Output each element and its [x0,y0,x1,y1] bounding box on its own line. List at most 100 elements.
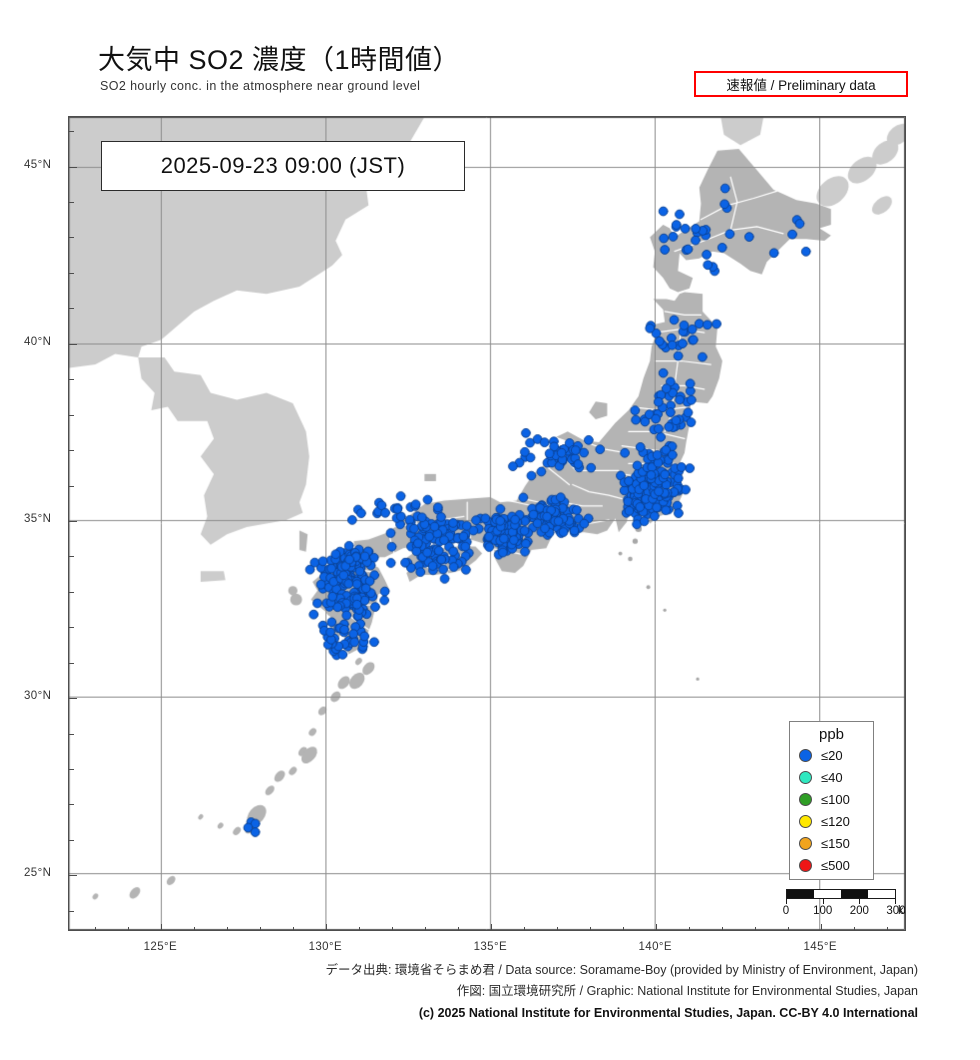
scale-bar-label: 300 [886,905,906,917]
scale-bar-ticks [786,899,896,904]
x-axis-label: 130°E [308,941,343,953]
timestamp-box: 2025-09-23 09:00 (JST) [101,141,465,191]
x-axis-tick [128,927,130,930]
y-axis-tick [69,450,74,452]
legend-row: ≤500 [790,854,873,876]
legend: ppb ≤20 ≤40 ≤100 ≤120 ≤150 ≤500 [789,721,874,880]
x-axis-tick [491,924,493,930]
legend-label: ≤20 [821,747,843,763]
legend-row: ≤40 [790,766,873,788]
y-axis-tick [69,910,74,912]
legend-swatch-0 [799,748,812,762]
scale-bar-unit: km [898,905,905,917]
scale-bar-label: 200 [849,905,869,917]
x-axis-tick [260,927,262,930]
scale-bar-tick [859,899,861,904]
y-axis-tick [69,343,77,345]
footer: データ出典: 環境省そらまめ君 / Data source: Soramame-… [0,960,980,1025]
legend-swatch-3 [799,814,812,828]
scale-bar-segment [868,890,895,898]
x-axis-label: 135°E [473,941,508,953]
legend-label: ≤120 [821,813,850,829]
y-axis-tick [69,839,74,841]
preliminary-data-badge: 速報値 / Preliminary data [694,71,908,97]
page-subtitle: SO2 hourly conc. in the atmosphere near … [100,79,421,93]
y-axis-tick [69,556,74,558]
y-axis-tick [69,627,74,629]
x-axis-tick [887,927,889,930]
y-axis-tick [69,485,74,487]
y-axis-tick [69,237,74,239]
map-canvas[interactable] [69,117,905,930]
legend-swatch-4 [799,836,812,850]
x-axis-tick [590,927,592,930]
scale-bar-labels: 0 100 200 300km [782,905,906,919]
x-axis-tick [326,924,328,930]
x-axis-tick [557,927,559,930]
x-axis-tick [227,927,229,930]
legend-swatch-2 [799,792,812,806]
page-header: 大気中 SO2 濃度（1時間値） SO2 hourly conc. in the… [0,0,980,116]
scale-bar-label: 0 [782,905,790,917]
x-axis-tick [392,927,394,930]
y-axis-tick [69,414,74,416]
y-axis-tick [69,591,74,593]
scale-bar: 0 100 200 300km [782,889,906,919]
y-axis-tick [69,202,74,204]
legend-label: ≤40 [821,769,843,785]
scale-bar-segment [814,890,841,898]
scale-bar-segments [786,889,896,899]
legend-label: ≤150 [821,835,850,851]
x-axis-tick [623,927,625,930]
y-axis-tick [69,875,77,877]
y-axis-tick [69,662,74,664]
x-axis-tick [656,924,658,930]
y-axis-tick [69,520,77,522]
y-axis-tick [69,166,77,168]
x-axis-tick [95,927,97,930]
x-axis-tick [755,927,757,930]
x-axis-label: 125°E [143,941,178,953]
y-axis-tick [69,131,74,133]
x-axis-tick [854,927,856,930]
x-axis-tick [524,927,526,930]
x-axis-tick [689,927,691,930]
x-axis-label: 140°E [638,941,672,953]
y-axis-tick [69,804,74,806]
y-axis-tick [69,733,74,735]
x-axis-tick [788,927,790,930]
page-title: 大気中 SO2 濃度（1時間値） [98,45,461,75]
x-axis-label: 145°E [803,941,837,953]
legend-row: ≤100 [790,788,873,810]
y-axis-label: 45°N [24,158,52,171]
x-axis-tick [722,927,724,930]
scale-bar-label: 100 [813,905,833,917]
y-axis-tick [69,308,74,310]
legend-title: ppb [818,726,845,743]
legend-row: ≤20 [790,744,873,766]
y-axis-label: 30°N [24,690,52,703]
y-axis-tick [69,379,74,381]
x-axis-tick [161,924,163,930]
legend-row: ≤120 [790,810,873,832]
x-axis-tick [293,927,295,930]
scale-bar-tick [786,899,787,904]
footer-data-source: データ出典: 環境省そらまめ君 / Data source: Soramame-… [325,963,918,977]
legend-label: ≤100 [821,791,850,807]
scale-bar-tick [822,899,824,904]
y-axis-label: 25°N [24,867,52,880]
legend-row: ≤150 [790,832,873,854]
footer-copyright: (c) 2025 National Institute for Environm… [418,1006,918,1020]
y-axis-tick [69,272,74,274]
legend-swatch-5 [799,858,812,872]
x-axis-tick [458,927,460,930]
scale-bar-segment [841,890,868,898]
footer-graphic-credit: 作図: 国立環境研究所 / Graphic: National Institut… [456,984,918,998]
scale-bar-segment [787,890,814,898]
x-axis-tick [359,927,361,930]
map-plot-area[interactable]: 2025-09-23 09:00 (JST) ppb ≤20 ≤40 ≤100 ≤12… [68,116,906,931]
x-axis-tick [425,927,427,930]
legend-swatch-1 [799,770,812,784]
legend-label: ≤500 [821,857,850,873]
scale-bar-tick [895,899,896,904]
